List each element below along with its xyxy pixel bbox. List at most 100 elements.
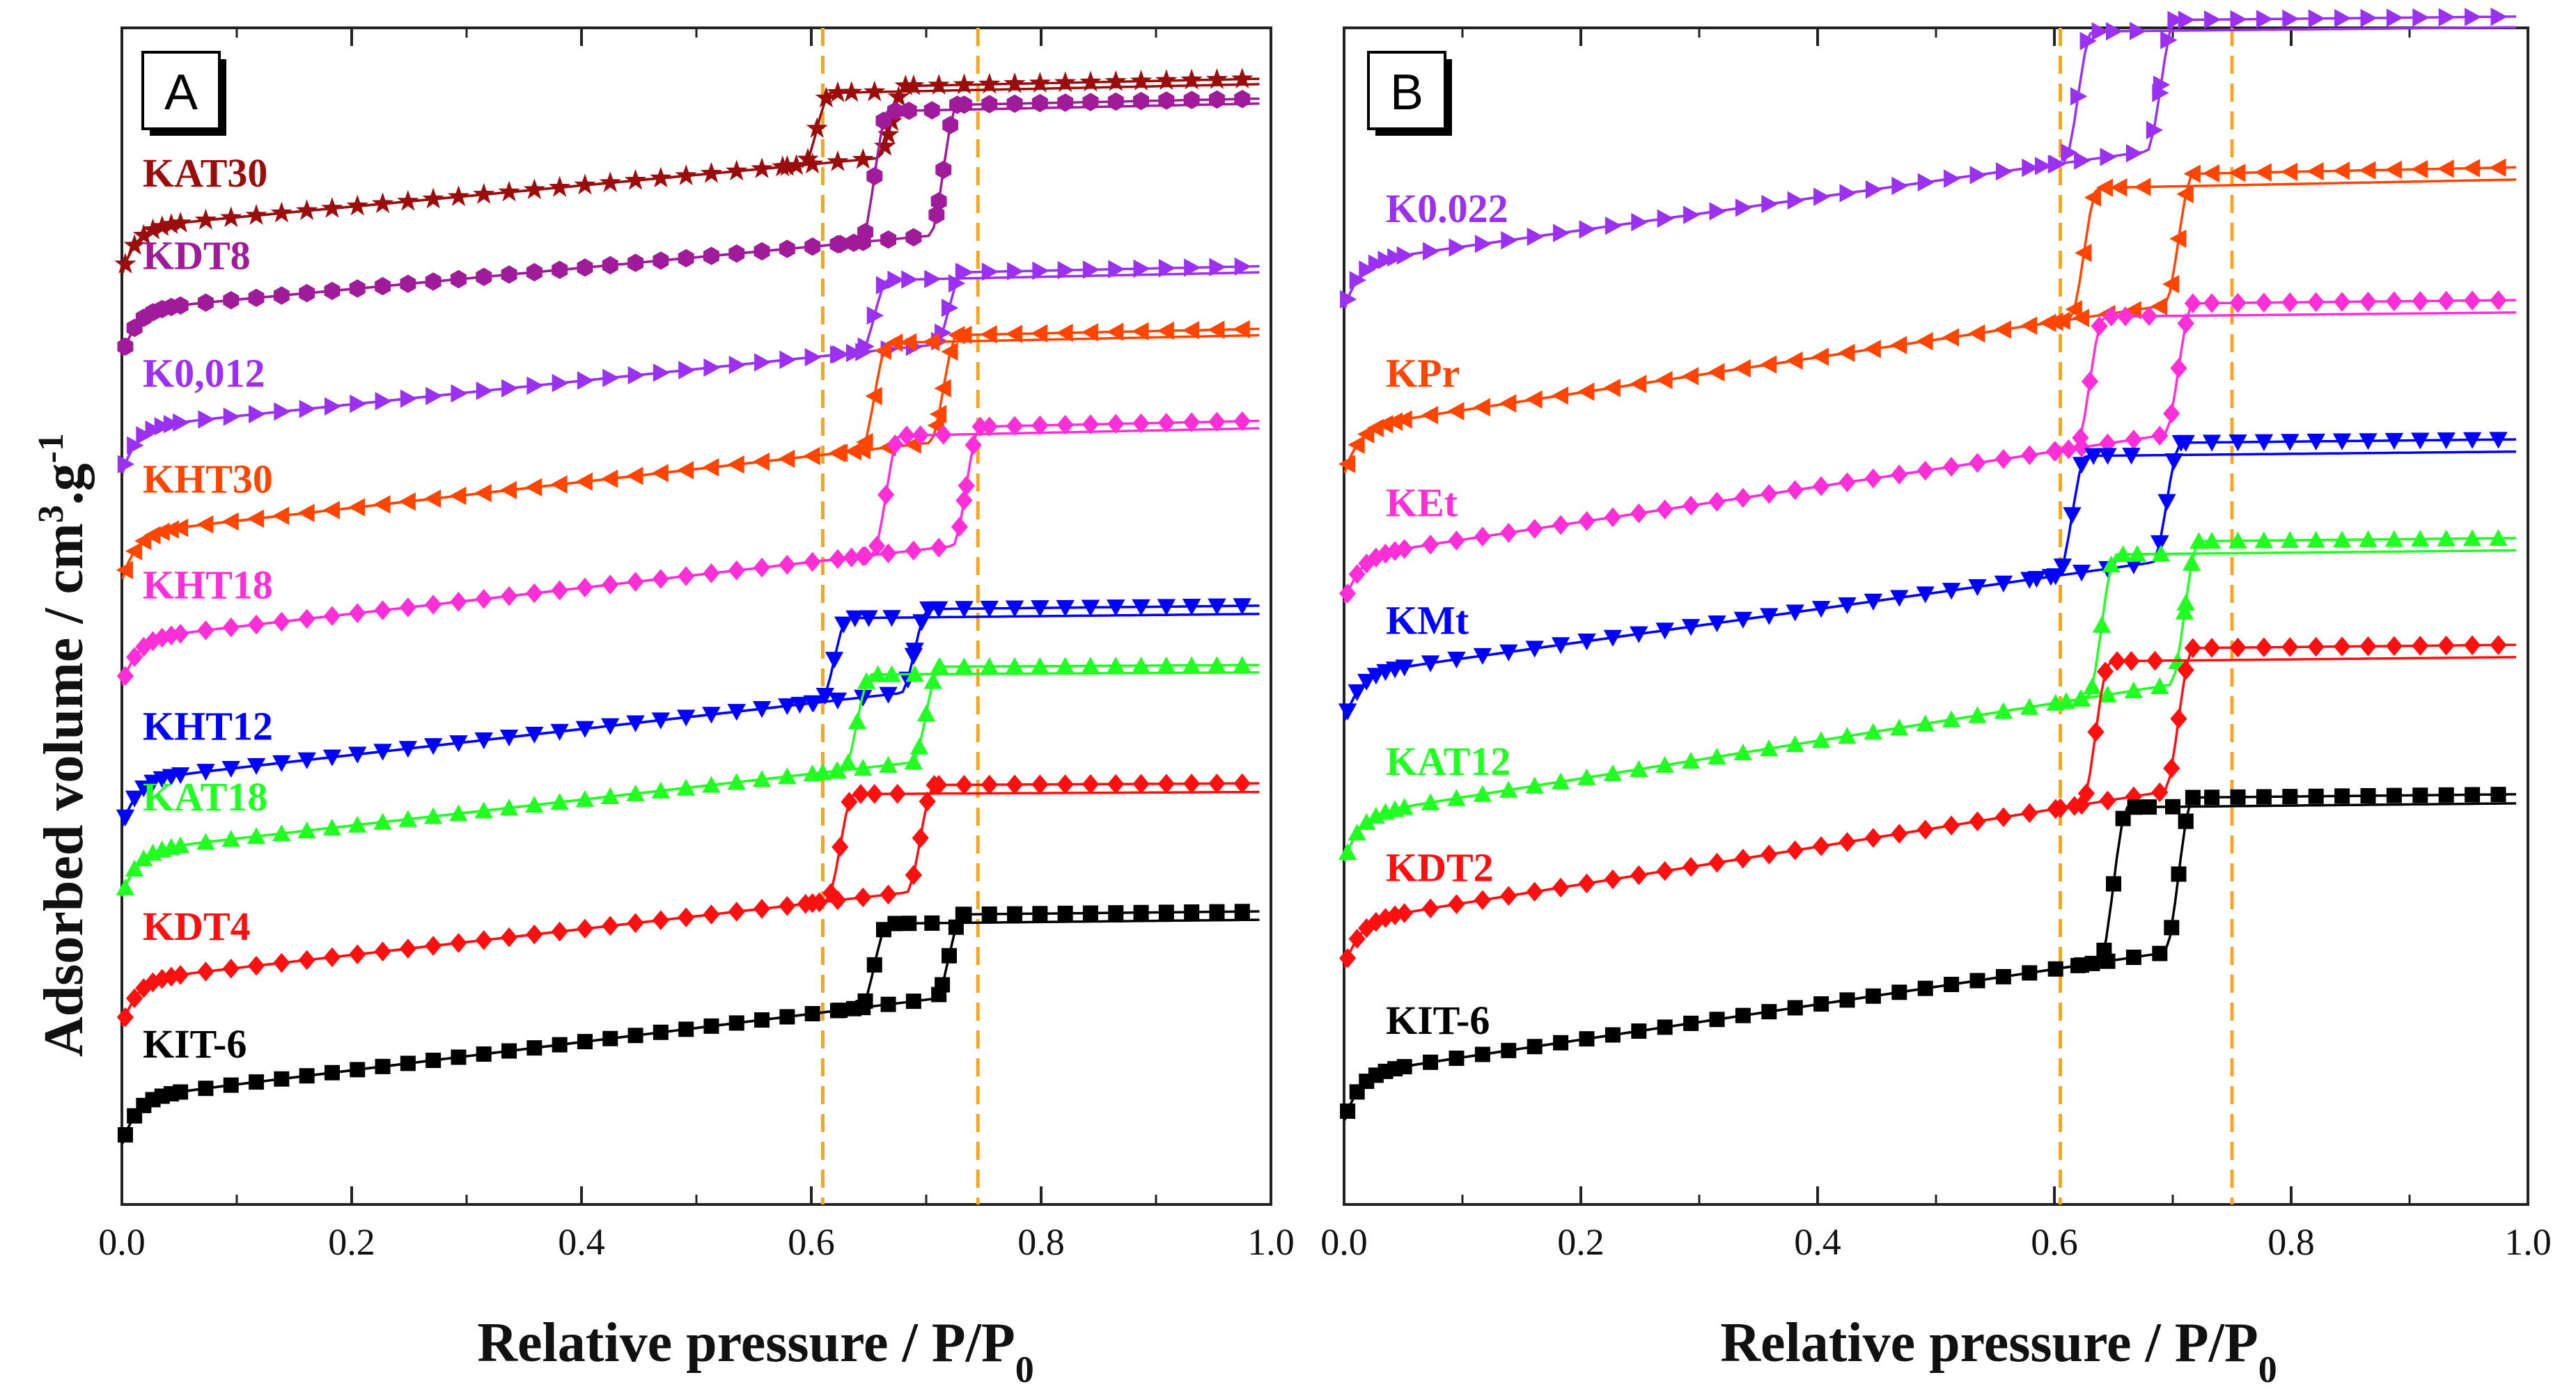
data-point xyxy=(2125,950,2141,966)
data-point xyxy=(1209,90,1225,109)
data-point xyxy=(373,495,391,514)
data-point xyxy=(627,366,645,385)
data-point xyxy=(2039,313,2056,332)
data-point xyxy=(2047,961,2063,977)
series-label: K0,012 xyxy=(143,350,265,395)
data-point xyxy=(1761,1004,1777,1020)
data-point xyxy=(1107,322,1124,341)
data-point xyxy=(136,426,153,445)
data-point xyxy=(2307,636,2325,657)
data-point xyxy=(550,792,569,810)
data-point xyxy=(2184,293,2201,313)
data-point xyxy=(1368,254,1386,273)
data-point xyxy=(1184,258,1201,277)
data-point xyxy=(1133,904,1149,920)
data-point xyxy=(171,836,190,854)
data-point xyxy=(1761,845,1778,865)
data-point xyxy=(882,610,901,627)
data-point xyxy=(928,205,945,224)
data-point xyxy=(778,767,797,785)
data-point xyxy=(1500,522,1517,543)
data-point xyxy=(934,379,951,398)
data-point xyxy=(1208,320,1225,339)
data-point xyxy=(904,753,923,770)
data-point xyxy=(2041,569,2061,586)
data-point xyxy=(2176,593,2195,611)
data-point xyxy=(868,665,887,682)
data-point xyxy=(1448,894,1465,915)
data-point xyxy=(1553,1035,1569,1051)
data-point xyxy=(2437,290,2455,311)
data-point xyxy=(1234,904,1250,920)
data-point xyxy=(1107,657,1125,674)
data-point xyxy=(2178,10,2195,29)
data-point xyxy=(700,162,723,183)
data-point xyxy=(651,464,669,482)
data-point xyxy=(297,752,316,769)
data-point xyxy=(815,86,838,108)
data-point xyxy=(399,597,416,618)
data-point xyxy=(1786,480,1804,501)
data-point xyxy=(2230,10,2247,29)
data-point xyxy=(626,715,645,732)
data-point xyxy=(126,988,143,1009)
data-point xyxy=(552,374,569,393)
data-point xyxy=(942,948,957,964)
data-point xyxy=(857,223,873,242)
data-point xyxy=(2151,425,2169,446)
data-point xyxy=(652,569,669,589)
x-axis-title-a: Relative pressure / P/P0 xyxy=(477,1312,1033,1390)
data-point xyxy=(1031,415,1049,436)
data-point xyxy=(1158,91,1175,110)
data-point xyxy=(1157,656,1176,673)
data-point xyxy=(116,560,133,579)
data-point xyxy=(815,687,834,705)
data-point xyxy=(2087,721,2105,742)
data-point xyxy=(1709,202,1726,221)
data-point xyxy=(880,884,897,905)
data-point xyxy=(832,345,850,364)
data-point xyxy=(423,738,443,755)
data-point xyxy=(1449,1051,1465,1067)
data-point xyxy=(2091,22,2109,41)
data-point xyxy=(702,707,721,724)
data-point xyxy=(2254,531,2274,549)
data-point xyxy=(1359,260,1376,279)
data-point xyxy=(2204,790,2220,806)
data-point xyxy=(498,180,520,202)
series-k0-022: K0.022 xyxy=(1340,7,2517,309)
data-point xyxy=(2071,689,2090,707)
data-point xyxy=(1813,187,1831,206)
data-point xyxy=(1683,205,1701,224)
data-point xyxy=(852,148,874,169)
data-point xyxy=(2465,8,2482,26)
data-point xyxy=(980,657,999,675)
data-point xyxy=(877,123,900,144)
data-point xyxy=(160,213,182,234)
data-point xyxy=(2202,434,2222,452)
data-point xyxy=(875,111,892,130)
data-point xyxy=(273,952,290,973)
data-point xyxy=(887,434,904,455)
data-point xyxy=(116,809,135,826)
data-point xyxy=(476,1046,492,1062)
data-point xyxy=(2106,876,2121,892)
data-point xyxy=(1838,343,1855,363)
data-point xyxy=(2109,651,2126,671)
data-point xyxy=(1157,321,1174,340)
data-point xyxy=(923,672,943,689)
x-tick-label: 0.2 xyxy=(328,1221,375,1263)
series-label: KMt xyxy=(1386,597,1469,643)
data-point xyxy=(1029,72,1051,93)
data-point xyxy=(1422,898,1439,919)
data-point xyxy=(1157,773,1175,794)
data-point xyxy=(726,159,748,181)
data-point xyxy=(173,413,190,432)
data-point xyxy=(1348,564,1366,585)
data-point xyxy=(1031,657,1049,674)
data-point xyxy=(1006,416,1024,437)
data-point xyxy=(1396,903,1413,923)
data-point xyxy=(2308,9,2325,28)
data-point xyxy=(1865,180,1883,199)
data-point xyxy=(2066,796,2083,816)
